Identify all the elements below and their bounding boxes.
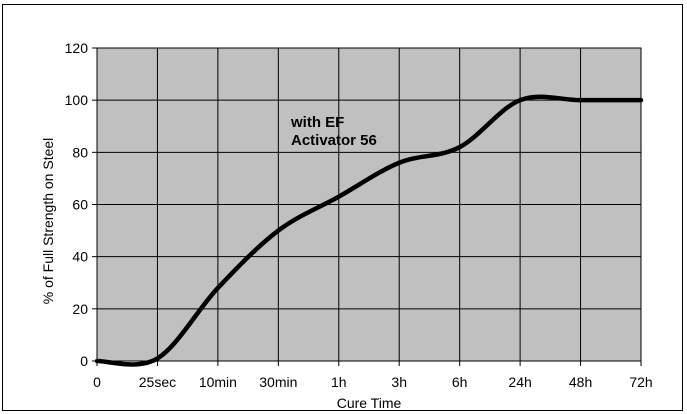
x-tick-label: 6h bbox=[452, 374, 468, 390]
x-tick-label: 72h bbox=[629, 374, 652, 390]
y-tick-label: 100 bbox=[65, 92, 89, 108]
series-line bbox=[94, 94, 644, 367]
x-tick-label: 10min bbox=[199, 374, 237, 390]
x-axis-ticks: 0 25sec 10min 30min 1h 3h 6h 24h 48h 72h bbox=[93, 361, 653, 390]
annotation-line-1: with EF bbox=[290, 114, 344, 131]
y-tick-label: 120 bbox=[65, 40, 89, 56]
x-tick-label: 25sec bbox=[139, 374, 176, 390]
y-tick-label: 20 bbox=[72, 301, 88, 317]
x-tick-label: 3h bbox=[391, 374, 407, 390]
y-tick-label: 0 bbox=[80, 353, 88, 369]
y-axis-ticks: 0 20 40 60 80 100 120 bbox=[65, 40, 97, 369]
y-tick-label: 40 bbox=[72, 249, 88, 265]
y-axis-title: % of Full Strength on Steel bbox=[40, 138, 56, 305]
x-axis-title: Cure Time bbox=[337, 395, 402, 411]
y-tick-label: 60 bbox=[72, 197, 88, 213]
x-tick-label: 1h bbox=[331, 374, 347, 390]
annotation-line-2: Activator 56 bbox=[291, 132, 377, 149]
x-tick-label: 0 bbox=[93, 374, 101, 390]
x-tick-label: 30min bbox=[259, 374, 297, 390]
x-tick-label: 24h bbox=[508, 374, 531, 390]
y-tick-label: 80 bbox=[72, 144, 88, 160]
x-tick-label: 48h bbox=[569, 374, 592, 390]
